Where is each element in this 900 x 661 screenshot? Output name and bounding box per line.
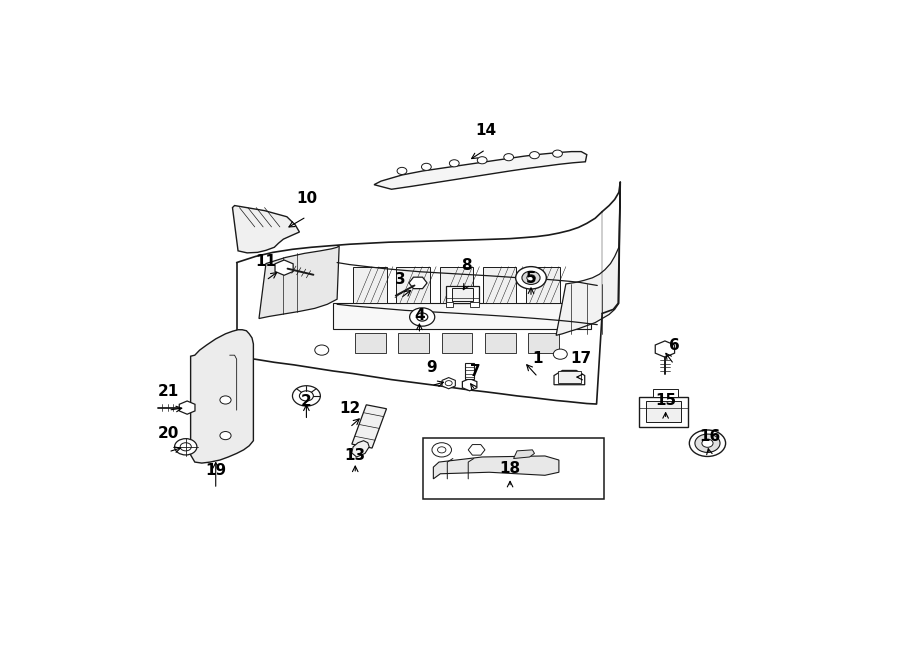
- Circle shape: [417, 313, 428, 321]
- Polygon shape: [352, 441, 369, 457]
- Circle shape: [477, 157, 487, 164]
- Bar: [442, 332, 472, 353]
- Circle shape: [529, 151, 539, 159]
- Bar: [483, 266, 517, 303]
- Circle shape: [220, 396, 231, 404]
- Circle shape: [437, 447, 446, 453]
- Bar: [396, 266, 430, 303]
- Polygon shape: [655, 341, 675, 357]
- Circle shape: [526, 275, 536, 281]
- Text: 3: 3: [395, 272, 406, 287]
- Circle shape: [292, 386, 320, 406]
- Circle shape: [695, 434, 720, 452]
- Circle shape: [432, 443, 452, 457]
- Text: 11: 11: [256, 254, 276, 269]
- Text: 4: 4: [414, 307, 425, 323]
- Circle shape: [410, 308, 435, 326]
- Circle shape: [180, 443, 192, 451]
- Text: 19: 19: [205, 463, 226, 478]
- Bar: [439, 266, 473, 303]
- Bar: [446, 286, 480, 303]
- Polygon shape: [352, 405, 386, 448]
- Text: 16: 16: [699, 429, 720, 444]
- Bar: [639, 397, 688, 427]
- Bar: [485, 332, 516, 353]
- Circle shape: [449, 160, 459, 167]
- Circle shape: [504, 153, 514, 161]
- Polygon shape: [463, 379, 477, 391]
- Text: 18: 18: [500, 461, 520, 477]
- Polygon shape: [275, 260, 293, 275]
- Text: 9: 9: [426, 360, 436, 375]
- Bar: [528, 332, 559, 353]
- Text: 14: 14: [475, 124, 496, 138]
- Bar: [558, 371, 580, 383]
- Text: 17: 17: [571, 351, 592, 366]
- Circle shape: [220, 432, 231, 440]
- Text: 12: 12: [339, 401, 360, 416]
- Polygon shape: [259, 246, 339, 319]
- Bar: [423, 438, 604, 499]
- Circle shape: [553, 150, 562, 157]
- Polygon shape: [556, 182, 620, 335]
- Polygon shape: [468, 445, 485, 455]
- Polygon shape: [554, 370, 585, 385]
- Bar: [646, 401, 681, 422]
- Circle shape: [315, 345, 328, 355]
- Text: 13: 13: [345, 447, 365, 463]
- Polygon shape: [179, 401, 195, 414]
- Circle shape: [702, 439, 713, 447]
- Circle shape: [421, 163, 431, 171]
- Bar: [465, 364, 473, 379]
- Bar: [333, 303, 591, 329]
- Text: 6: 6: [669, 338, 680, 353]
- Polygon shape: [232, 206, 300, 253]
- Text: 21: 21: [158, 384, 179, 399]
- Text: 8: 8: [462, 258, 472, 273]
- Bar: [470, 301, 480, 307]
- Circle shape: [522, 271, 540, 284]
- Bar: [353, 266, 387, 303]
- Text: 1: 1: [533, 351, 544, 366]
- Bar: [653, 389, 679, 397]
- Text: 7: 7: [470, 364, 481, 379]
- Circle shape: [689, 430, 725, 457]
- Circle shape: [397, 167, 407, 175]
- Circle shape: [516, 266, 546, 289]
- Circle shape: [554, 349, 567, 360]
- Polygon shape: [442, 377, 455, 389]
- Bar: [446, 301, 453, 307]
- Text: 2: 2: [301, 394, 311, 409]
- Polygon shape: [514, 450, 535, 459]
- Polygon shape: [434, 456, 559, 479]
- Text: 10: 10: [296, 190, 317, 206]
- Circle shape: [175, 439, 197, 455]
- Circle shape: [446, 381, 452, 386]
- Polygon shape: [409, 277, 428, 289]
- Text: 20: 20: [158, 426, 179, 441]
- Bar: [399, 332, 429, 353]
- Polygon shape: [191, 330, 254, 463]
- Bar: [452, 288, 473, 301]
- Text: 5: 5: [526, 271, 536, 286]
- Bar: [356, 332, 386, 353]
- Circle shape: [300, 391, 313, 401]
- Polygon shape: [374, 151, 587, 189]
- Bar: [526, 266, 560, 303]
- Text: 15: 15: [655, 393, 676, 408]
